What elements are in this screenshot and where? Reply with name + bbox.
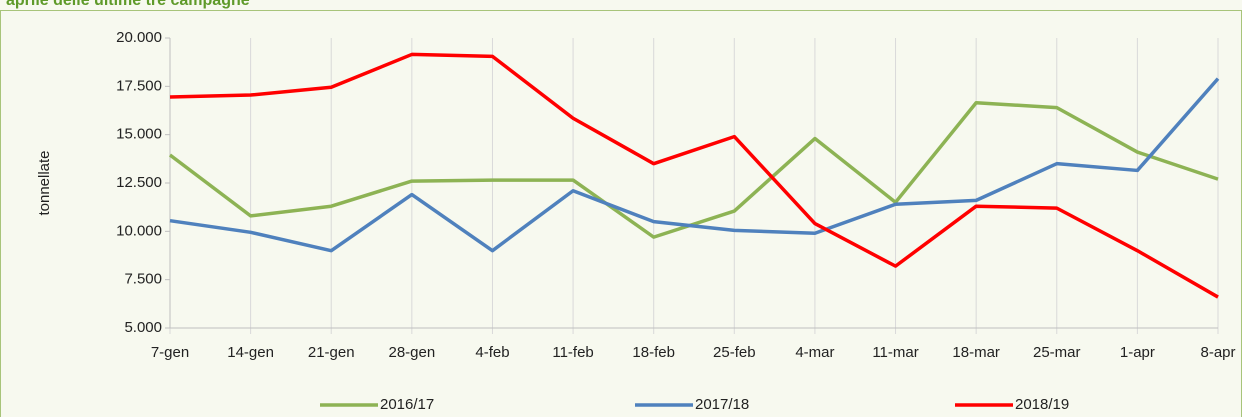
y-axis-label: tonnellate [36, 150, 53, 215]
x-tick-label: 4-feb [475, 344, 509, 361]
y-tick-label: 15.000 [116, 126, 162, 143]
y-tick-label: 17.500 [116, 77, 162, 94]
x-tick-label: 25-feb [713, 344, 756, 361]
y-tick-label: 20.000 [116, 29, 162, 46]
x-tick-label: 1-apr [1120, 344, 1155, 361]
y-tick-label: 7.500 [124, 271, 162, 288]
series-line [169, 52, 1219, 299]
legend-label: 2016/17 [380, 396, 434, 413]
x-tick-label: 21-gen [308, 344, 355, 361]
series-line [169, 77, 1220, 253]
y-tick-label: 12.500 [116, 174, 162, 191]
chart-title: aprile delle ultime tre campagne [6, 0, 250, 9]
x-tick-label: 18-mar [952, 344, 1000, 361]
x-tick-label: 7-gen [151, 344, 189, 361]
x-tick-label: 11-feb [552, 344, 593, 361]
x-tick-label: 4-mar [795, 344, 834, 361]
x-tick-label: 11-mar [872, 344, 918, 361]
series-line [168, 101, 1219, 239]
x-tick-label: 18-feb [632, 344, 675, 361]
x-tick-label: 14-gen [227, 344, 274, 361]
y-tick-label: 10.000 [116, 222, 162, 239]
x-tick-label: 8-apr [1200, 344, 1235, 361]
legend-label: 2017/18 [695, 396, 749, 413]
y-tick-label: 5.000 [124, 319, 162, 336]
x-tick-label: 25-mar [1033, 344, 1081, 361]
x-tick-label: 28-gen [388, 344, 435, 361]
legend-label: 2018/19 [1015, 396, 1069, 413]
